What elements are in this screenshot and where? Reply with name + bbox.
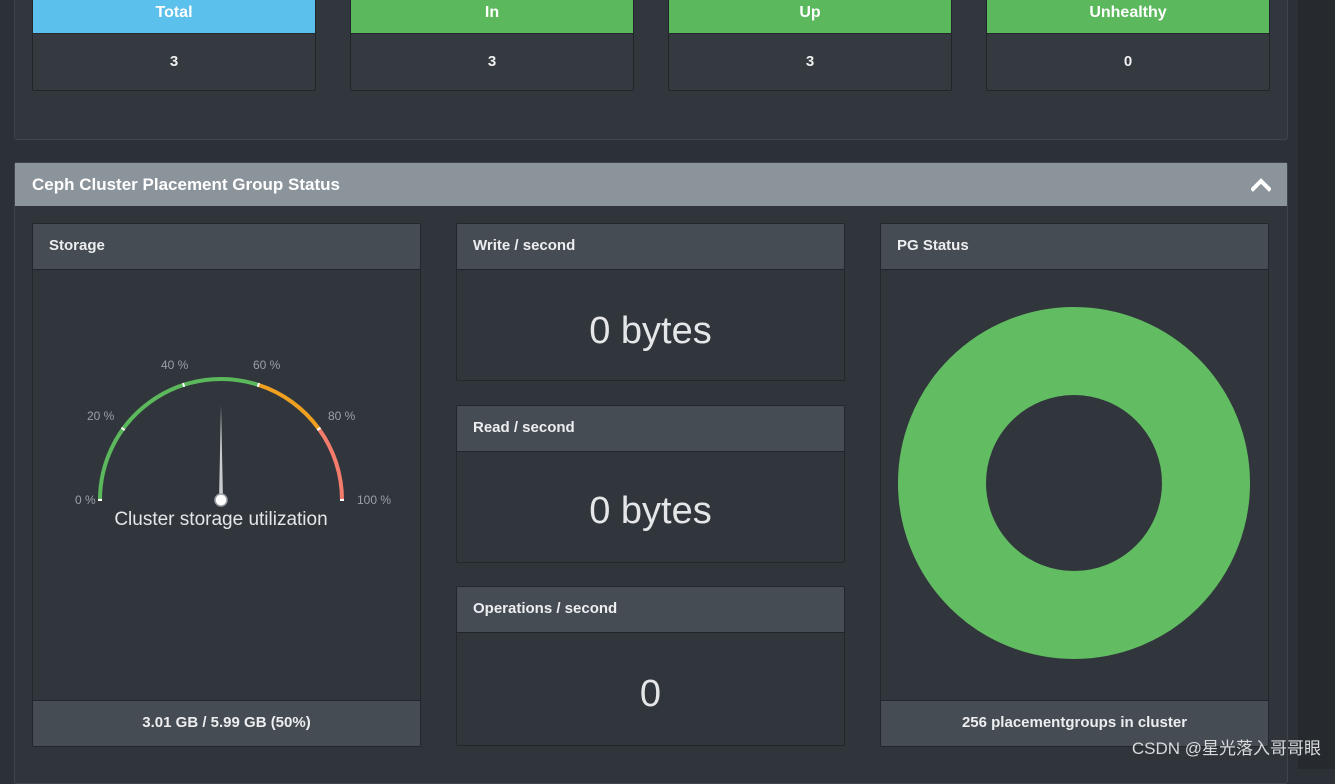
osd-unhealthy-box: Unhealthy 0: [986, 0, 1270, 91]
storage-panel: Storage 0 % 20 % 40 % 60 % 80 % 100 % Cl…: [32, 223, 421, 747]
storage-gauge: 0 % 20 % 40 % 60 % 80 % 100 % Cluster st…: [75, 358, 391, 530]
ops-value: 0: [639, 673, 662, 715]
read-title: Read / second: [457, 406, 844, 452]
pg-section-header[interactable]: Ceph Cluster Placement Group Status: [15, 163, 1287, 206]
gauge-tick-label: 60 %: [253, 358, 281, 372]
gauge-tick-label: 80 %: [328, 409, 356, 423]
osd-up-label: Up: [669, 0, 951, 33]
write-title: Write / second: [457, 224, 844, 270]
gauge-pivot: [214, 493, 228, 507]
storage-title: Storage: [33, 224, 420, 270]
osd-unhealthy-value: 0: [987, 33, 1269, 90]
pg-status-section: Ceph Cluster Placement Group Status Stor…: [14, 162, 1288, 784]
gauge-tick-mark: [256, 382, 260, 388]
osd-total-box: Total 3: [32, 0, 316, 91]
osd-total-value: 3: [33, 33, 315, 90]
write-panel: Write / second 0 bytes: [456, 223, 845, 381]
read-value: 0 bytes: [589, 490, 712, 532]
gauge-tick-label: 100 %: [357, 493, 391, 507]
storage-footer: 3.01 GB / 5.99 GB (50%): [33, 700, 420, 746]
osd-status-panel: Total 3 In 3 Up 3 Unhealthy 0: [14, 0, 1288, 140]
pg-status-donut: [898, 307, 1250, 659]
gauge-tick-label: 20 %: [87, 409, 115, 423]
ops-title: Operations / second: [457, 587, 844, 633]
pg-status-title: PG Status: [881, 224, 1268, 270]
gauge-tick-label: 0 %: [75, 493, 96, 507]
gauge-needle: [219, 405, 223, 500]
pg-status-footer: 256 placementgroups in cluster: [881, 700, 1268, 746]
osd-in-label: In: [351, 0, 633, 33]
gauge-tick-mark: [316, 426, 322, 431]
gauge-band-red: [317, 427, 344, 501]
gauge-tick-mark: [182, 382, 186, 388]
osd-total-label: Total: [33, 0, 315, 33]
chevron-up-icon[interactable]: [1251, 175, 1271, 195]
osd-in-box: In 3: [350, 0, 634, 91]
right-scroll-area: [1298, 0, 1335, 769]
pg-status-panel: PG Status 256 placementgroups in cluster: [880, 223, 1269, 747]
osd-unhealthy-label: Unhealthy: [987, 0, 1269, 33]
watermark: CSDN @星光落入哥哥眼: [1131, 739, 1321, 758]
gauge-tick-label: 40 %: [161, 358, 189, 372]
gauge-label: Cluster storage utilization: [114, 509, 327, 530]
write-value: 0 bytes: [589, 310, 712, 352]
gauge-ticks: [98, 382, 344, 501]
osd-up-value: 3: [669, 33, 951, 90]
read-panel: Read / second 0 bytes: [456, 405, 845, 563]
osd-in-value: 3: [351, 33, 633, 90]
ops-panel: Operations / second 0: [456, 586, 845, 746]
osd-up-box: Up 3: [668, 0, 952, 91]
gauge-band-green: [98, 376, 260, 501]
gauge-tick-mark: [120, 426, 126, 431]
gauge-band-orange: [257, 382, 321, 431]
donut-slice-active-clean: [898, 307, 1250, 659]
pg-section-title: Ceph Cluster Placement Group Status: [32, 175, 340, 194]
